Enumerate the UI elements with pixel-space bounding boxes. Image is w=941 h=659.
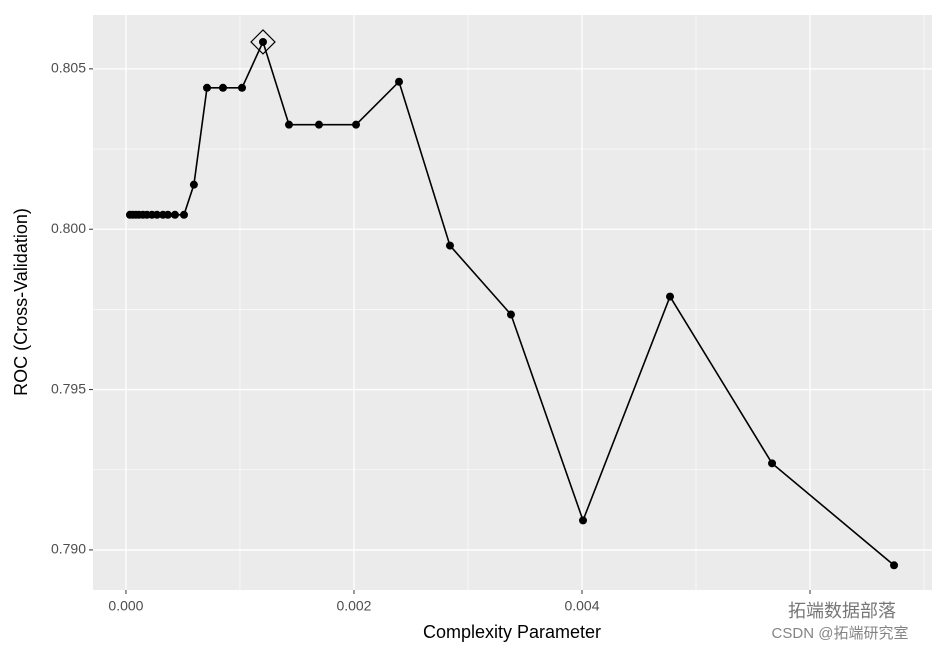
y-axis-title: ROC (Cross-Validation) (11, 208, 31, 396)
y-tick-label: 0.805 (51, 60, 86, 76)
point (189, 180, 198, 189)
point (314, 120, 323, 129)
point (579, 516, 588, 525)
point (352, 120, 361, 129)
point (163, 210, 172, 219)
point (890, 561, 899, 570)
point (666, 292, 675, 301)
point (258, 37, 267, 46)
watermark: 拓端数据部落 (788, 601, 896, 621)
y-tick-label: 0.800 (51, 220, 86, 236)
y-tick-label: 0.795 (51, 380, 86, 396)
point (170, 210, 179, 219)
point (203, 83, 212, 92)
y-tick-label: 0.790 (51, 541, 86, 557)
best-marker (250, 29, 276, 55)
point (238, 83, 247, 92)
watermark: CSDN @拓端研究室 (772, 625, 909, 642)
point (218, 83, 227, 92)
x-axis-title: Complexity Parameter (423, 622, 601, 642)
point (506, 310, 515, 319)
point (284, 120, 293, 129)
point (179, 210, 188, 219)
x-tick-label: 0.000 (108, 598, 143, 614)
point (768, 459, 777, 468)
point (152, 210, 161, 219)
point (395, 77, 404, 86)
x-tick-label: 0.002 (336, 598, 371, 614)
point (445, 241, 454, 250)
panel (93, 15, 932, 590)
x-tick-label: 0.004 (564, 598, 599, 614)
